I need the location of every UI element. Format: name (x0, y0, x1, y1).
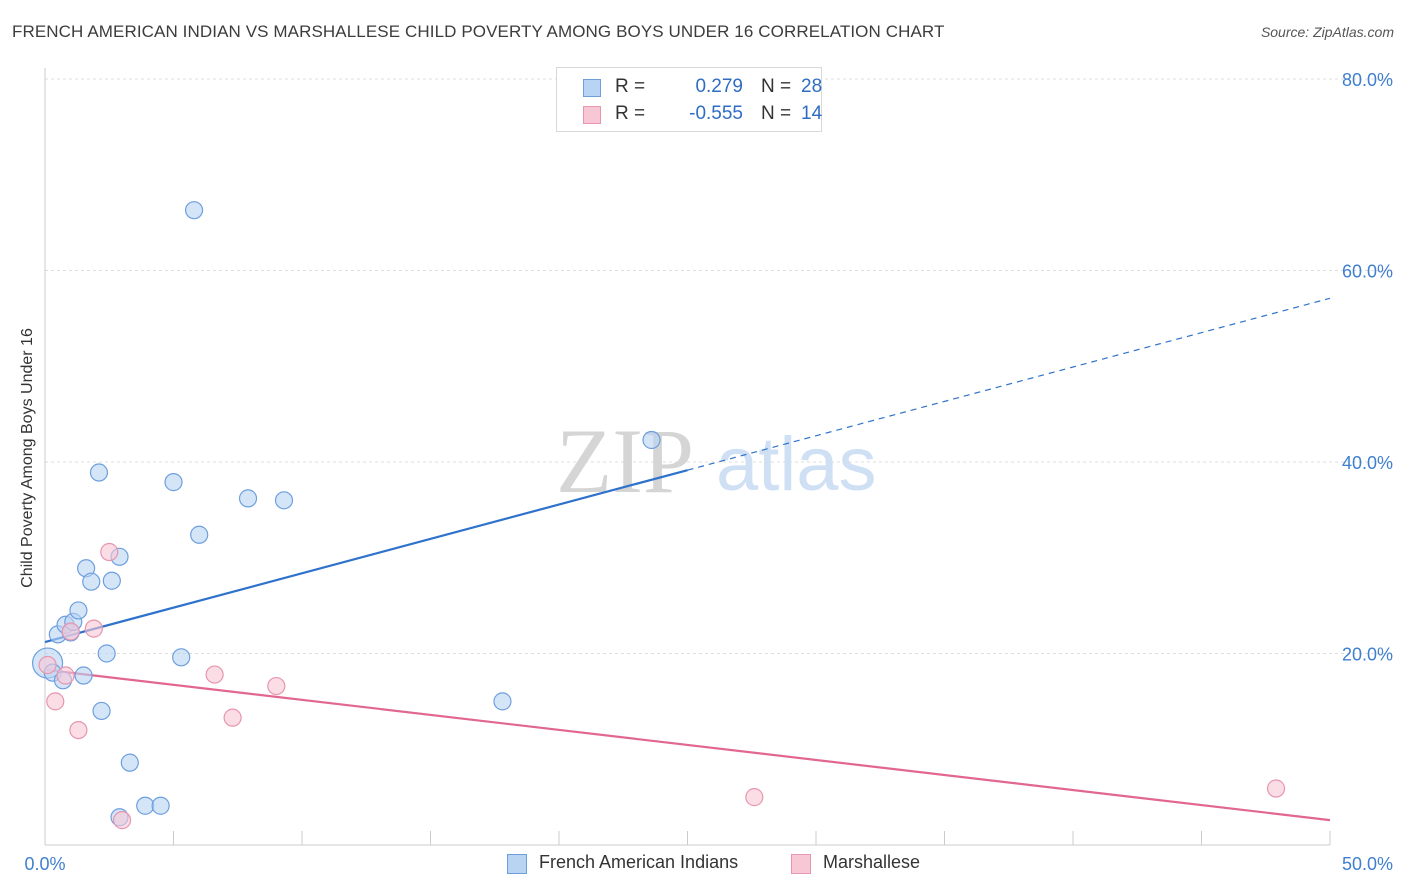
chart-title: FRENCH AMERICAN INDIAN VS MARSHALLESE CH… (12, 22, 945, 41)
point-french-american-indians (493, 692, 512, 711)
point-marshallese (61, 622, 80, 641)
x-tick-label: 0.0% (24, 854, 65, 874)
y-tick-label: 20.0% (1342, 645, 1393, 665)
tick-labels: 20.0% 40.0% 60.0% 80.0% 0.0% 50.0% (24, 70, 1393, 874)
correlation-legend: R = 0.279 N = 28 R = -0.555 N = 14 (556, 67, 822, 132)
legend-r-value: 0.279 (695, 76, 743, 97)
data-points (31, 201, 1286, 830)
point-french-american-indians (74, 666, 93, 685)
point-french-american-indians (164, 473, 183, 492)
y-tick-label: 80.0% (1342, 70, 1393, 90)
point-marshallese (205, 665, 224, 684)
trend-line-marshallese (44, 668, 1331, 822)
legend-n-value: 28 (801, 76, 823, 97)
legend-swatch-pink (791, 854, 811, 874)
legend-r-value: -0.555 (689, 103, 743, 124)
gridlines (45, 78, 1392, 654)
legend-n-label: N = (761, 103, 792, 124)
watermark-atlas: atlas (716, 422, 877, 507)
point-marshallese (1266, 779, 1286, 798)
legend-swatch-blue (507, 854, 527, 874)
point-french-american-indians (274, 491, 294, 510)
y-tick-label: 40.0% (1342, 453, 1393, 473)
watermark: ZIP atlas (556, 410, 877, 512)
point-french-american-indians (151, 796, 170, 815)
point-marshallese (100, 542, 119, 562)
y-axis-label-wrap: Child Poverty Among Boys Under 16 (16, 0, 40, 892)
y-axis-label: Child Poverty Among Boys Under 16 (19, 328, 36, 588)
point-french-american-indians (238, 489, 258, 508)
x-tick-label: 50.0% (1342, 854, 1393, 874)
point-french-american-indians (89, 463, 109, 482)
point-french-american-indians (97, 644, 116, 663)
trend-lines (44, 297, 1331, 822)
point-french-american-indians (82, 572, 101, 591)
watermark-zip: ZIP (556, 410, 694, 512)
point-french-american-indians (190, 525, 209, 544)
point-french-american-indians (136, 796, 155, 815)
trend-line-french-american-indians (44, 469, 688, 644)
y-tick-label: 60.0% (1342, 262, 1393, 282)
point-french-american-indians (172, 648, 191, 667)
point-french-american-indians (69, 601, 88, 620)
legend-label: French American Indians (539, 852, 739, 872)
point-marshallese (46, 692, 65, 711)
legend-swatch-pink (583, 106, 601, 124)
axes (44, 68, 1331, 846)
point-french-american-indians (102, 571, 121, 590)
legend-n-label: N = (761, 76, 792, 97)
source-credit: Source: ZipAtlas.com (1260, 24, 1394, 40)
point-french-american-indians (92, 701, 111, 721)
point-marshallese (745, 788, 764, 807)
point-french-american-indians (184, 201, 204, 220)
point-marshallese (69, 720, 88, 740)
legend-swatch-blue (583, 79, 601, 97)
point-marshallese (38, 655, 57, 675)
trend-line-french-american-indians-extension (687, 297, 1331, 471)
point-french-american-indians (120, 753, 139, 772)
legend-label: Marshallese (823, 852, 921, 872)
point-marshallese (223, 708, 242, 727)
point-marshallese (267, 676, 286, 696)
legend-r-label: R = (615, 103, 646, 124)
point-marshallese (112, 811, 132, 830)
point-marshallese (84, 619, 103, 638)
point-marshallese (56, 666, 75, 685)
legend-r-label: R = (615, 76, 646, 97)
point-french-american-indians (642, 430, 661, 450)
legend-n-value: 14 (801, 103, 823, 124)
